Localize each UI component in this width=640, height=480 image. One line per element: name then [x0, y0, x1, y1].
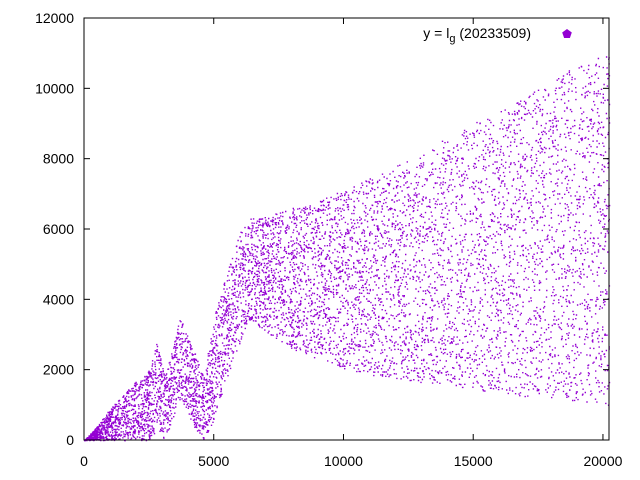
scatter-point-cloud — [84, 56, 611, 442]
legend-label-subscript: g — [449, 33, 455, 45]
y-tick-label: 0 — [66, 432, 74, 448]
scatter-points — [84, 56, 611, 442]
x-axis: 0 5000 10000 15000 20000 — [80, 18, 623, 469]
x-tick-label: 20000 — [583, 453, 622, 469]
y-tick-label: 4000 — [43, 291, 74, 307]
x-tick-label: 15000 — [454, 453, 493, 469]
x-tick-label: 10000 — [324, 453, 363, 469]
legend-label-suffix: (20233509) — [455, 25, 531, 41]
y-tick-label: 2000 — [43, 362, 74, 378]
legend-label-prefix: y = l — [423, 25, 449, 41]
x-tick-label: 5000 — [198, 453, 229, 469]
x-tick-label: 0 — [80, 453, 88, 469]
legend-marker-icon — [562, 29, 572, 38]
y-tick-label: 10000 — [35, 80, 74, 96]
legend: y = lg (20233509) — [423, 25, 572, 45]
y-tick-label: 8000 — [43, 151, 74, 167]
y-tick-label: 12000 — [35, 10, 74, 26]
legend-label: y = lg (20233509) — [423, 25, 531, 45]
y-tick-label: 6000 — [43, 221, 74, 237]
y-axis: 0 2000 4000 6000 8000 10000 12000 — [35, 10, 609, 448]
